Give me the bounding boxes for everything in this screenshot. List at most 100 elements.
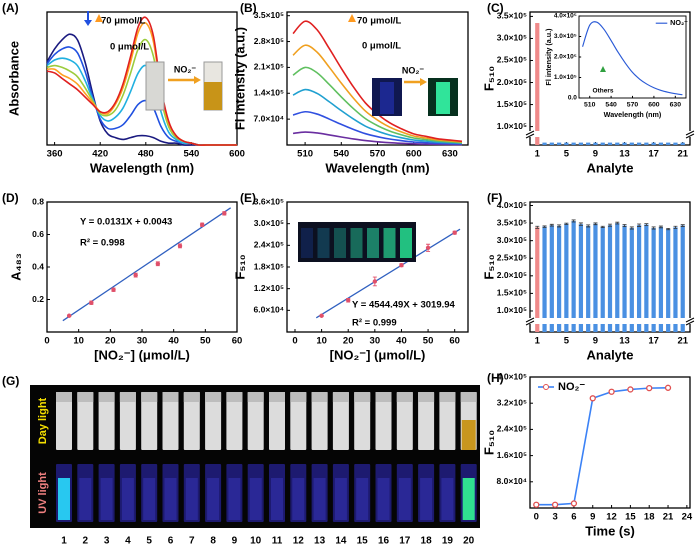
panel-label: (F) [487, 191, 502, 205]
plot-frame [578, 15, 687, 99]
y-tick-label: 0.6 [32, 229, 44, 239]
y-tick-label: 1.0×10⁵ [497, 305, 527, 315]
x-tick-label: 0 [292, 336, 297, 347]
bar [593, 142, 598, 145]
x-tick-label: 21 [677, 149, 688, 160]
vial-number: 14 [335, 536, 347, 547]
photo-vial [317, 228, 330, 258]
bar [607, 142, 613, 145]
vial-photo [436, 82, 450, 114]
bar [571, 142, 576, 145]
y-tick-label: 3.0×10⁵ [554, 33, 577, 40]
x-tick-label: 600 [648, 101, 660, 108]
legend-label: NO₂⁻ [670, 18, 688, 27]
error-bar [615, 221, 620, 225]
vial-uv-liquid [334, 478, 347, 520]
error-bar [593, 222, 598, 226]
x-tick-label: 13 [619, 336, 630, 347]
bar [644, 224, 649, 332]
y-tick-label: 8.0×10⁴ [497, 476, 527, 486]
vial-day [396, 392, 413, 450]
vial-uv-liquid [207, 478, 220, 520]
vial-day [332, 392, 349, 450]
y-axis-label: A₄₈₃ [8, 253, 23, 281]
vial-number: 18 [421, 536, 433, 547]
x-tick-label: 50 [423, 336, 434, 347]
data-point [222, 211, 227, 216]
bar [600, 142, 605, 145]
fit-line [315, 228, 461, 319]
bar [564, 223, 569, 332]
line-marker [627, 386, 634, 393]
photo-vial [400, 228, 412, 258]
y-tick-label: 2.0×10⁵ [497, 77, 527, 87]
x-tick-label: 9 [593, 149, 598, 160]
y-tick-label: 3.6×10⁵ [254, 196, 284, 206]
bar [586, 225, 591, 332]
error-bar [542, 225, 547, 228]
x-tick-label: 510 [584, 101, 596, 108]
vial-day-cap [439, 392, 456, 402]
y-tick-label: 2.5×10⁵ [497, 55, 527, 65]
vial-photo [380, 82, 394, 114]
y-tick-label: 4.0×10⁵ [554, 13, 577, 20]
line-marker [533, 501, 540, 508]
y-tick-label: 2.0×10⁵ [497, 270, 527, 280]
data-point [452, 230, 457, 235]
y-tick-label: 3.0×10⁵ [254, 218, 284, 228]
x-tick-label: 5 [564, 149, 570, 160]
error-bar [608, 223, 612, 227]
y-tick-label: 0.8 [32, 196, 44, 206]
error-bar [658, 225, 663, 229]
x-tick-label: 630 [442, 149, 458, 160]
vial-uv-liquid [143, 478, 156, 520]
panel-label: (E) [240, 191, 256, 205]
vial-day [375, 392, 392, 450]
axis-break [527, 131, 693, 137]
y-tick-label: 1.0×10⁵ [497, 121, 527, 131]
vial-day [418, 392, 435, 450]
x-axis-label: Analyte [587, 347, 634, 362]
annotation: R² = 0.998 [80, 238, 125, 249]
x-tick-label: 5 [564, 336, 570, 347]
annotation: NO₂⁻ [402, 65, 424, 75]
error-bar [557, 224, 562, 228]
bar [680, 225, 685, 332]
panel-label: (C) [487, 1, 504, 15]
annotation: NO₂⁻ [174, 64, 196, 74]
bar [535, 23, 540, 146]
x-tick-label: 9 [590, 512, 595, 523]
line-series [292, 131, 462, 146]
vial-uv-liquid [441, 478, 454, 520]
vial-uv-liquid [228, 478, 241, 520]
vial-number: 19 [442, 536, 454, 547]
x-tick-label: 540 [605, 101, 617, 108]
y-axis-label: Fl intensity (a.u.) [232, 27, 247, 130]
error-bar [586, 224, 591, 228]
vial-uv-liquid [79, 478, 92, 520]
photo-vial [367, 228, 379, 258]
vial-number: 3 [104, 536, 110, 547]
bar [658, 142, 664, 145]
x-tick-label: 21 [677, 336, 688, 347]
y-tick-label: 0.0 [568, 95, 577, 102]
vial-uv-liquid [398, 478, 411, 520]
vial-day-cap [396, 392, 413, 402]
bar [666, 229, 671, 332]
photo-vial [383, 228, 396, 258]
vial-day-cap [375, 392, 392, 402]
error-bar [673, 225, 678, 229]
vial-number: 12 [293, 536, 305, 547]
bar [571, 220, 576, 332]
line-series [46, 16, 237, 146]
vial-day-cap [119, 392, 136, 402]
vial-uv-liquid [356, 478, 369, 520]
x-tick-label: 570 [370, 149, 386, 160]
vial-uv-liquid [313, 478, 326, 520]
vial-day-cap [269, 392, 285, 402]
y-tick-label: 2.0×10⁵ [554, 54, 577, 61]
vial-uv-liquid [185, 478, 198, 520]
y-tick-label: 7.0×10⁴ [254, 113, 284, 123]
x-tick-label: 17 [648, 149, 659, 160]
